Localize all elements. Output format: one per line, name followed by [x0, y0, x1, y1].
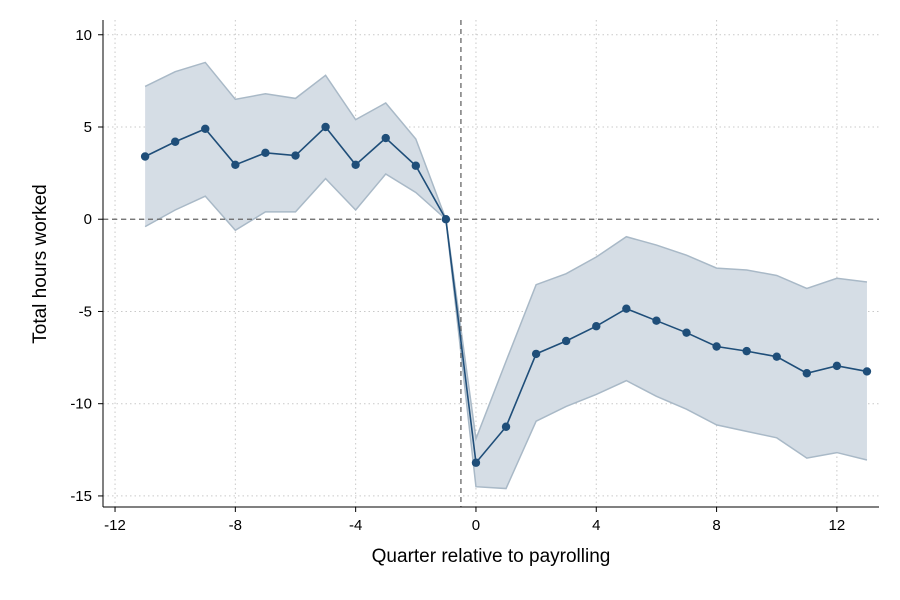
data-point: [742, 346, 751, 356]
data-point: [170, 137, 180, 146]
y-tick-label: -10: [70, 396, 92, 413]
x-axis-label: Quarter relative to payrolling: [372, 546, 611, 567]
data-point: [802, 369, 812, 378]
data-point: [682, 328, 691, 337]
y-tick-label: 0: [84, 211, 92, 228]
data-point: [561, 336, 571, 346]
data-point: [381, 133, 390, 143]
data-point: [501, 422, 511, 431]
y-axis-label: Total hours worked: [30, 184, 51, 343]
x-tick-label: 12: [829, 517, 846, 534]
data-point: [351, 160, 360, 170]
data-point: [140, 152, 150, 161]
data-point: [862, 367, 872, 376]
axes: [98, 20, 879, 512]
data-point: [231, 160, 240, 170]
data-point: [321, 122, 330, 132]
x-tick-label: 4: [592, 517, 600, 534]
data-point: [592, 322, 601, 331]
series-points: [140, 122, 872, 467]
x-tick-label: -12: [104, 517, 126, 534]
tick-labels: 10 5 0 -5 -10 -15 -12 -8 -4 0 4 8 12: [70, 27, 845, 534]
ci-band-area: [145, 62, 867, 489]
y-tick-label: -15: [70, 488, 92, 505]
data-point: [411, 161, 421, 170]
data-point: [772, 352, 781, 361]
data-point: [201, 124, 210, 134]
y-tick-label: 10: [75, 27, 92, 44]
x-tick-label: 8: [712, 517, 720, 534]
data-point: [832, 361, 842, 371]
x-tick-label: -8: [229, 517, 242, 534]
data-point: [441, 215, 451, 224]
x-tick-label: 0: [472, 517, 480, 534]
data-point: [712, 342, 721, 351]
x-tick-label: -4: [349, 517, 362, 534]
confidence-band: [144, 61, 868, 490]
y-tick-label: 5: [84, 119, 92, 136]
y-tick-label: -5: [79, 303, 92, 320]
reference-lines: [103, 20, 879, 507]
data-point: [261, 148, 270, 158]
ci-upper-bound: [144, 61, 868, 442]
data-point: [622, 304, 631, 313]
data-point: [652, 316, 661, 325]
data-point: [531, 349, 541, 359]
data-point: [291, 151, 300, 160]
ci-lower-bound: [144, 173, 868, 490]
data-point: [471, 458, 481, 467]
